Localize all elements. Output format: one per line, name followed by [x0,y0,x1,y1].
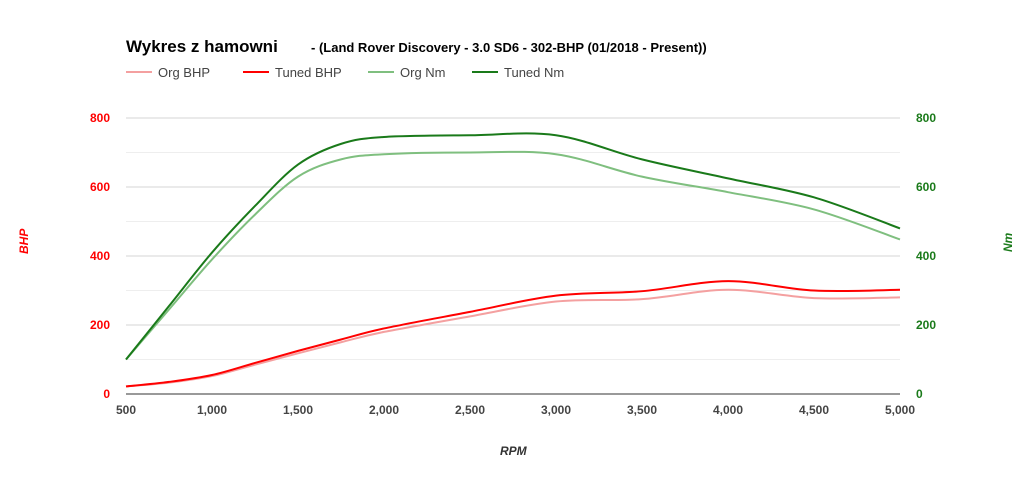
grid [126,117,900,395]
y-right-tick: 200 [916,318,936,332]
x-axis-label: RPM [500,444,528,458]
x-tick: 1,500 [283,403,313,417]
y-right-tick: 800 [916,111,936,125]
y-right-tick: 400 [916,249,936,263]
x-tick: 3,500 [627,403,657,417]
y-left-tick: 600 [90,180,110,194]
series-line-tuned-nm [125,132,901,361]
x-tick: 3,000 [541,403,571,417]
x-tick: 5,000 [885,403,915,417]
y-right-tick: 600 [916,180,936,194]
series-line-org-bhp [125,288,901,388]
x-tick: 4,000 [713,403,743,417]
series-lines [125,132,901,388]
y-left-tick: 0 [103,387,110,401]
legend-label-tuned-nm: Tuned Nm [504,65,564,80]
x-tick: 1,000 [197,403,227,417]
legend-label-org-nm: Org Nm [400,65,446,80]
chart-title: Wykres z hamowni [126,37,278,56]
x-tick: 2,000 [369,403,399,417]
y-left-label: BHP [17,228,31,254]
y-right-tick: 0 [916,387,923,401]
x-tick: 4,500 [799,403,829,417]
series-line-org-nm [125,150,901,361]
y-left-tick: 400 [90,249,110,263]
y-right-label: Nm [1001,232,1015,252]
ticks: 0 200 400 600 800 0 200 400 600 800 500 1,000 1,500 2… [90,111,936,417]
legend: Org BHP Tuned BHP Org Nm Tuned Nm [126,65,564,80]
x-tick: 500 [116,403,136,417]
x-tick: 2,500 [455,403,485,417]
legend-label-org-bhp: Org BHP [158,65,210,80]
series-line-tuned-bhp [125,280,901,388]
y-left-tick: 800 [90,111,110,125]
legend-label-tuned-bhp: Tuned BHP [275,65,342,80]
chart-subtitle: - (Land Rover Discovery - 3.0 SD6 - 302-… [311,40,707,55]
y-left-tick: 200 [90,318,110,332]
